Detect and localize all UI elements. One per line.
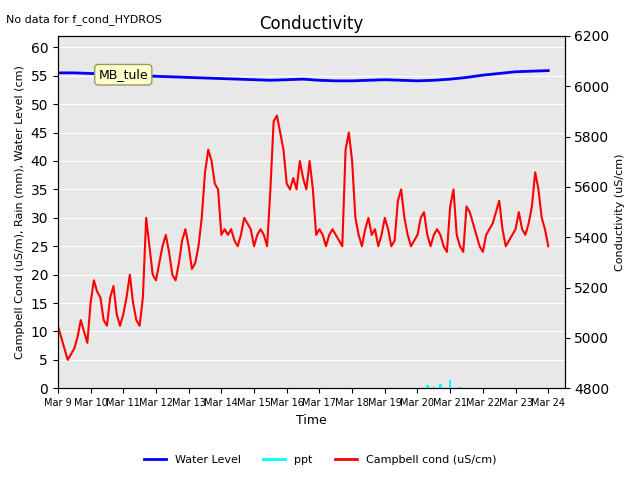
- Legend: Water Level, ppt, Campbell cond (uS/cm): Water Level, ppt, Campbell cond (uS/cm): [140, 451, 500, 469]
- Bar: [439, 384, 442, 388]
- Bar: [426, 385, 429, 388]
- Title: Conductivity: Conductivity: [259, 15, 364, 33]
- Y-axis label: Campbell Cond (uS/m), Rain (mm), Water Level (cm): Campbell Cond (uS/m), Rain (mm), Water L…: [15, 65, 25, 359]
- Text: MB_tule: MB_tule: [99, 68, 148, 81]
- X-axis label: Time: Time: [296, 414, 326, 427]
- Bar: [459, 387, 461, 388]
- Bar: [433, 386, 435, 388]
- Text: No data for f_cond_HYDROS: No data for f_cond_HYDROS: [6, 14, 163, 25]
- Y-axis label: Conductivity (uS/cm): Conductivity (uS/cm): [615, 154, 625, 271]
- Bar: [449, 380, 451, 388]
